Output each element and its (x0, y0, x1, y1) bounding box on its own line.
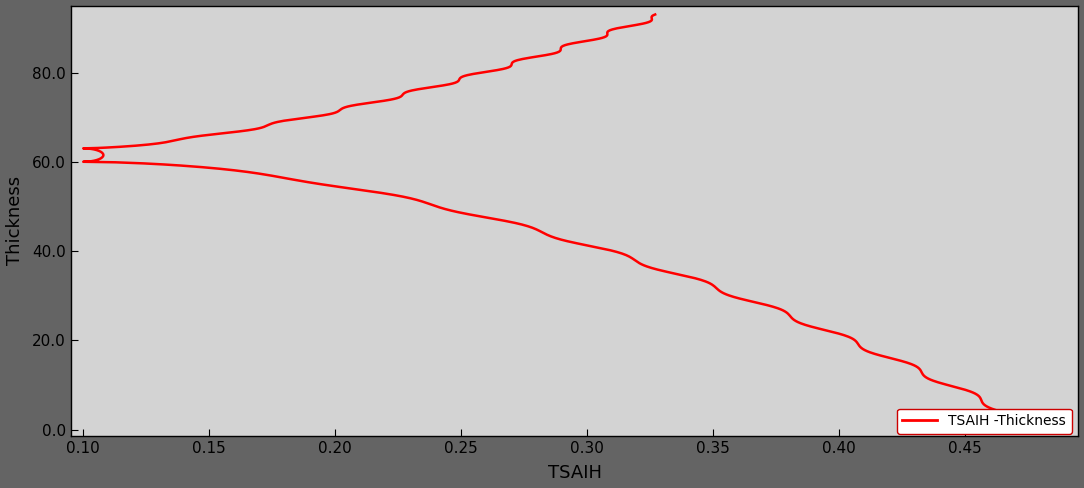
Y-axis label: Thickness: Thickness (5, 176, 24, 265)
Legend: TSAIH -Thickness: TSAIH -Thickness (896, 408, 1071, 434)
X-axis label: TSAIH: TSAIH (547, 465, 602, 483)
